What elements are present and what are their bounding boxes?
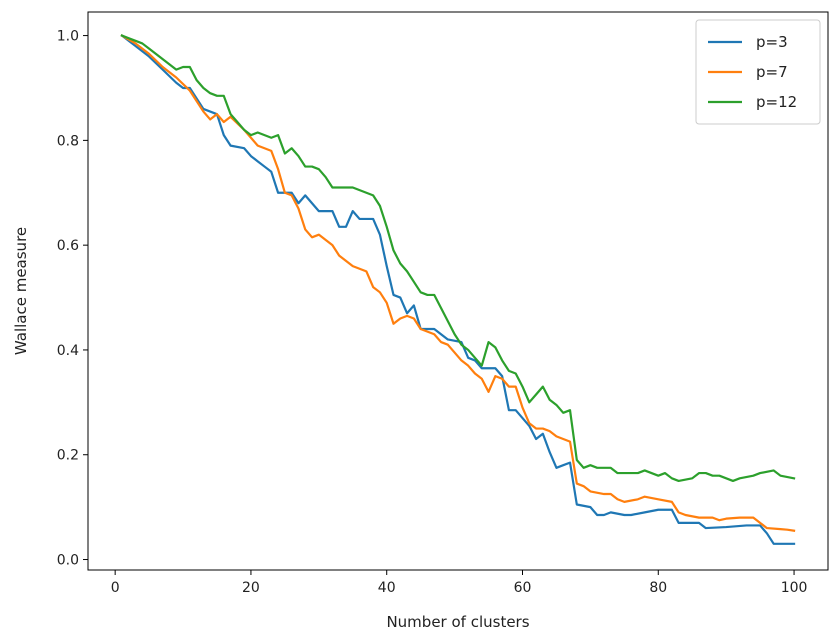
x-tick-label-60: 60 [514, 580, 532, 596]
legend: p=3 p=7 p=12 [695, 19, 821, 125]
x-tick-label-0: 0 [111, 580, 120, 596]
x-tick-label-100: 100 [781, 580, 808, 596]
legend-label-3: p=12 [756, 93, 797, 111]
x-tick-label-20: 20 [242, 580, 260, 596]
x-axis-label: Number of clusters [386, 613, 529, 631]
y-tick-label-2: 0.4 [57, 343, 79, 359]
x-tick-label-40: 40 [378, 580, 396, 596]
y-axis-label: Wallace measure [12, 227, 30, 355]
y-axis: 0.0 0.2 0.4 0.6 0.8 1.0 [57, 29, 88, 569]
series-line-3 [120, 34, 796, 483]
y-tick-label-3: 0.6 [57, 238, 79, 254]
y-tick-label-0: 0.0 [57, 553, 79, 569]
y-tick-label-5: 1.0 [57, 29, 79, 45]
legend-label-2: p=7 [756, 63, 788, 81]
y-tick-label-4: 0.8 [57, 133, 79, 149]
x-tick-label-80: 80 [649, 580, 667, 596]
series-layer [120, 34, 796, 545]
series-line-2 [120, 34, 796, 532]
legend-box [695, 19, 821, 125]
x-axis: 0 20 40 60 80 100 [111, 570, 808, 596]
y-tick-label-1: 0.2 [57, 448, 79, 464]
series-line-1 [120, 34, 796, 545]
axes-frame [87, 11, 829, 571]
legend-label-1: p=3 [756, 33, 788, 51]
